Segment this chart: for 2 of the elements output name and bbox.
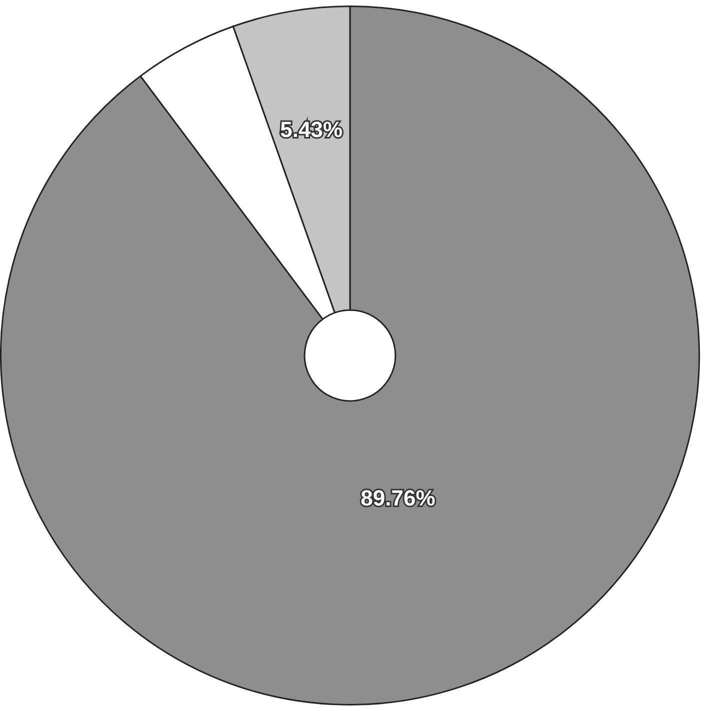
- data-label: 89.76%: [360, 486, 436, 511]
- data-label: 5.43%: [280, 117, 343, 142]
